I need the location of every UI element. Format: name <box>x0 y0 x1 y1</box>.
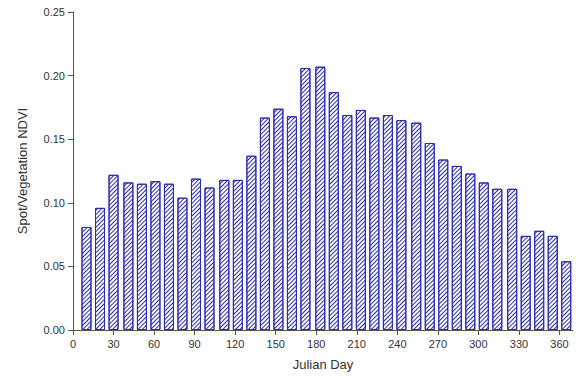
svg-text:270: 270 <box>429 338 447 350</box>
svg-text:0.05: 0.05 <box>44 260 65 272</box>
svg-text:Julian Day: Julian Day <box>293 357 354 372</box>
svg-text:Spot/Vegetation NDVI: Spot/Vegetation NDVI <box>15 108 30 234</box>
svg-text:0.10: 0.10 <box>44 197 65 209</box>
svg-text:0.20: 0.20 <box>44 70 65 82</box>
svg-text:240: 240 <box>388 338 406 350</box>
svg-text:330: 330 <box>510 338 528 350</box>
svg-text:120: 120 <box>226 338 244 350</box>
svg-text:0: 0 <box>70 338 76 350</box>
svg-text:0.25: 0.25 <box>44 6 65 18</box>
svg-text:60: 60 <box>148 338 160 350</box>
svg-text:210: 210 <box>348 338 366 350</box>
svg-text:0.15: 0.15 <box>44 133 65 145</box>
svg-text:30: 30 <box>107 338 119 350</box>
svg-text:180: 180 <box>307 338 325 350</box>
svg-text:300: 300 <box>469 338 487 350</box>
svg-text:360: 360 <box>550 338 568 350</box>
svg-text:90: 90 <box>188 338 200 350</box>
svg-text:150: 150 <box>267 338 285 350</box>
svg-text:0.00: 0.00 <box>44 324 65 336</box>
